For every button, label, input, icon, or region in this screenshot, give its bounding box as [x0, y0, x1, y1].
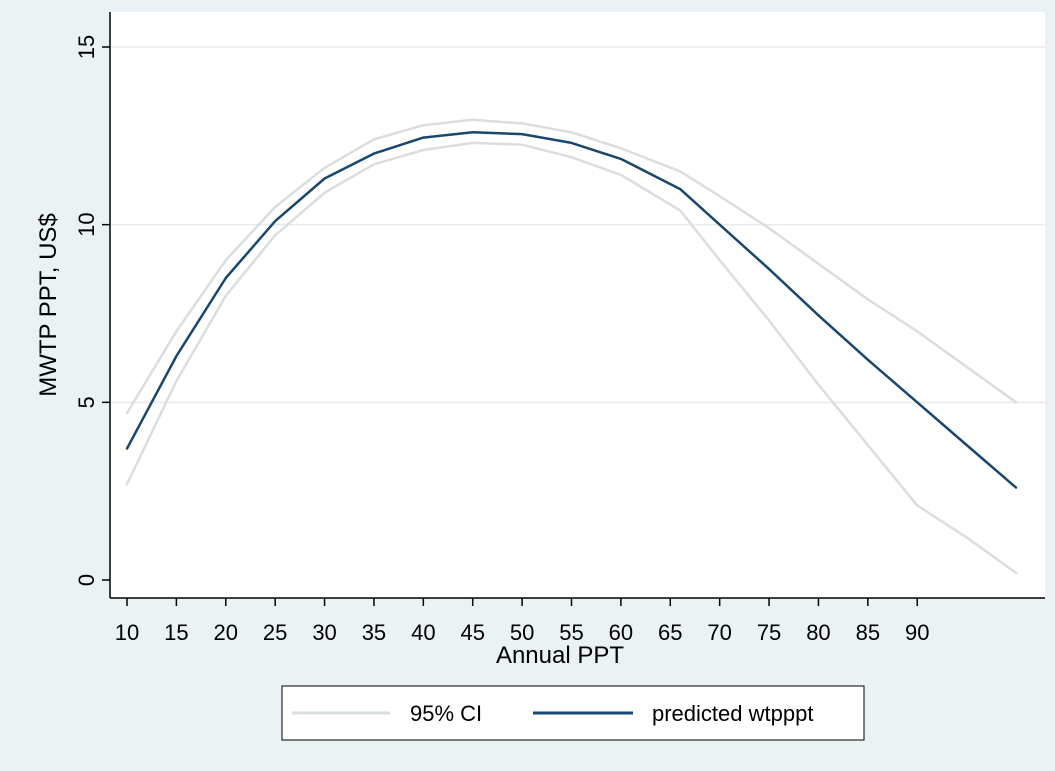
- y-tick-label: 0: [74, 574, 99, 586]
- y-axis-label: MWTP PPT, US$: [35, 213, 62, 397]
- x-tick-label: 45: [460, 620, 484, 645]
- x-tick-label: 30: [312, 620, 336, 645]
- x-tick-label: 40: [411, 620, 435, 645]
- x-tick-label: 20: [214, 620, 238, 645]
- axes: [109, 12, 1045, 599]
- x-tick-label: 70: [707, 620, 731, 645]
- plot-area: [110, 12, 1045, 598]
- x-tick-label: 60: [609, 620, 633, 645]
- series-line-predicted: [125, 131, 1018, 489]
- legend-label-ci: 95% CI: [410, 701, 482, 726]
- x-tick-label: 90: [905, 620, 929, 645]
- series-line-ci: [125, 118, 1018, 415]
- x-tick-label: 80: [806, 620, 830, 645]
- axis-ticks: 0 5 10 15 10 15 20 25 30 35 40 45 50 55 60 65 70 75 80 85 90: [74, 35, 929, 645]
- legend-label-predicted: predicted wtpppt: [652, 701, 813, 726]
- y-tick-label: 5: [74, 396, 99, 408]
- x-tick-label: 85: [856, 620, 880, 645]
- legend: 95% CI predicted wtpppt: [281, 685, 865, 741]
- y-tick-label: 10: [74, 212, 99, 236]
- x-tick-label: 65: [658, 620, 682, 645]
- x-tick-label: 55: [559, 620, 583, 645]
- x-tick-label: 10: [115, 620, 139, 645]
- x-tick-label: 25: [263, 620, 287, 645]
- x-tick-label: 35: [362, 620, 386, 645]
- grid-lines: [110, 46, 1045, 404]
- series-line-ci: [125, 141, 1018, 575]
- series-lines: [125, 118, 1018, 575]
- y-tick-label: 15: [74, 35, 99, 59]
- x-tick-label: 75: [757, 620, 781, 645]
- x-axis-label: Annual PPT: [496, 642, 624, 669]
- x-tick-label: 15: [164, 620, 188, 645]
- x-tick-label: 50: [510, 620, 534, 645]
